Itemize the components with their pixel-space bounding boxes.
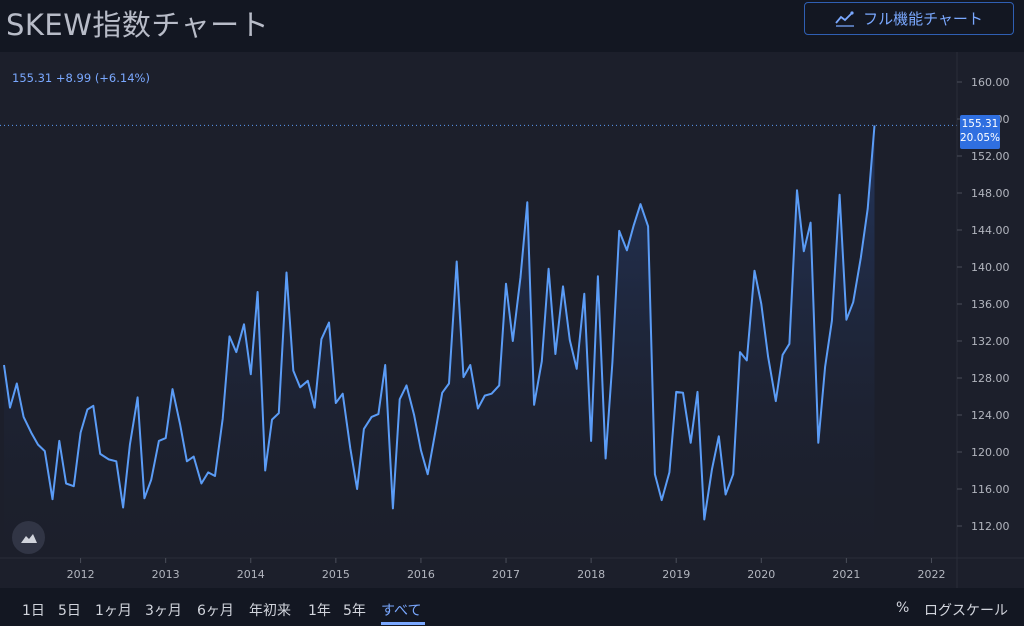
y-tick-label: 152.00 — [971, 150, 1010, 163]
y-tick-label: 140.00 — [971, 261, 1010, 274]
y-tick-label: 124.00 — [971, 409, 1010, 422]
full-chart-button[interactable]: フル機能チャート — [804, 2, 1014, 35]
range-all-button[interactable]: すべて — [381, 603, 422, 619]
full-chart-label: フル機能チャート — [863, 10, 983, 28]
last-price-value: 155.31 — [961, 118, 999, 130]
range-1m-button[interactable]: 1ヶ月 — [95, 603, 132, 619]
tradingview-logo-icon[interactable] — [12, 521, 45, 554]
x-tick-label: 2019 — [662, 568, 690, 581]
range-1y-button[interactable]: 1年 — [308, 603, 331, 619]
x-tick-label: 2016 — [407, 568, 435, 581]
range-5d-button[interactable]: 5日 — [58, 603, 81, 619]
x-tick-label: 2014 — [237, 568, 265, 581]
price-chart[interactable]: 112.00 116.00 120.00 124.00 128.00 132.00 136.… — [0, 52, 1024, 588]
page-title: SKEW指数チャート — [6, 8, 270, 42]
x-tick-label: 2018 — [577, 568, 605, 581]
x-tick-label: 2012 — [67, 568, 95, 581]
log-scale-toggle[interactable]: ログスケール — [924, 603, 1008, 619]
x-tick-label: 2017 — [492, 568, 520, 581]
range-6m-button[interactable]: 6ヶ月 — [197, 603, 234, 619]
y-tick-label: 132.00 — [971, 335, 1010, 348]
active-range-underline — [381, 622, 425, 625]
last-price-tag: 155.31 20.05% — [960, 115, 1000, 149]
readout-change: +8.99 — [55, 71, 92, 85]
price-readout: 155.31 +8.99 (+6.14%) — [12, 71, 150, 85]
x-tick-label: 2020 — [747, 568, 775, 581]
y-tick-label: 116.00 — [971, 483, 1010, 496]
range-selector: 1日 5日 1ヶ月 3ヶ月 6ヶ月 年初来 1年 5年 すべて % ログスケール — [0, 588, 1024, 626]
y-tick-label: 128.00 — [971, 372, 1010, 385]
range-5y-button[interactable]: 5年 — [343, 603, 366, 619]
series-area-fill — [4, 125, 875, 559]
x-tick-label: 2015 — [322, 568, 350, 581]
y-tick-label: 120.00 — [971, 446, 1010, 459]
y-tick-label: 144.00 — [971, 224, 1010, 237]
chart-panel[interactable]: 112.00 116.00 120.00 124.00 128.00 132.00 136.… — [0, 52, 1024, 588]
range-ytd-button[interactable]: 年初来 — [249, 603, 291, 619]
x-tick-label: 2013 — [152, 568, 180, 581]
range-3m-button[interactable]: 3ヶ月 — [145, 603, 182, 619]
y-tick-label: 136.00 — [971, 298, 1010, 311]
readout-price: 155.31 — [12, 71, 53, 85]
range-1d-button[interactable]: 1日 — [22, 603, 45, 619]
x-tick-label: 2021 — [832, 568, 860, 581]
percent-toggle[interactable]: % — [896, 600, 910, 616]
readout-change-pct: (+6.14%) — [94, 71, 150, 85]
series-line — [3, 125, 876, 521]
y-tick-label: 160.00 — [971, 76, 1010, 89]
y-tick-label: 148.00 — [971, 187, 1010, 200]
x-tick-label: 2022 — [917, 568, 945, 581]
y-tick-label: 112.00 — [971, 520, 1010, 533]
chart-line-icon — [835, 10, 855, 27]
last-price-pct: 20.05% — [960, 132, 1001, 144]
